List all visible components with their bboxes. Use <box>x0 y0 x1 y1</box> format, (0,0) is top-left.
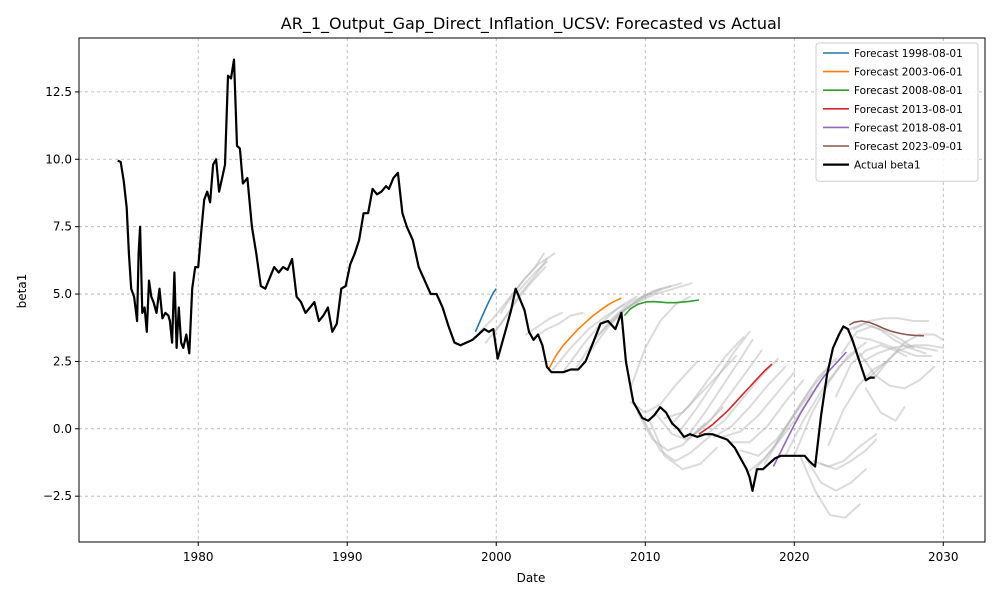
background-forecast-line <box>656 406 724 441</box>
legend-label: Forecast 2018-08-01 <box>854 122 963 134</box>
background-forecast-line <box>739 390 814 457</box>
background-forecast-line <box>763 357 837 465</box>
background-forecast-line <box>525 311 563 336</box>
x-tick-label: 1980 <box>183 550 214 564</box>
background-forecast-line <box>587 287 662 355</box>
legend-label: Forecast 2008-08-01 <box>854 85 963 97</box>
y-axis-label: beta1 <box>15 274 29 309</box>
background-forecast-line <box>712 365 787 438</box>
background-forecast-line <box>551 303 626 371</box>
background-forecast-line <box>648 419 718 471</box>
background-forecast-line <box>840 325 915 355</box>
background-forecast-line <box>835 344 907 398</box>
background-forecast-line <box>721 371 796 438</box>
y-tick-label: −2.5 <box>43 489 72 503</box>
forecast-series <box>474 288 924 467</box>
background-forecast-line <box>575 293 650 368</box>
background-forecast-line <box>848 322 927 355</box>
x-tick-label: 2030 <box>928 550 959 564</box>
forecast-line-1 <box>547 297 622 370</box>
background-forecast-line <box>852 317 930 331</box>
background-forecast-line <box>730 379 805 444</box>
background-forecast-line <box>858 352 936 390</box>
y-tick-label: 2.5 <box>53 354 72 368</box>
background-forecast-line <box>754 368 828 471</box>
y-tick-label: 12.5 <box>45 85 72 99</box>
background-forecast-line <box>629 360 699 414</box>
forecast-line-3 <box>698 363 773 435</box>
y-tick-label: 7.5 <box>53 220 72 234</box>
background-forecast-line <box>784 349 858 457</box>
forecast-line-4 <box>772 351 847 467</box>
background-forecast-line <box>636 411 706 452</box>
y-tick-label: 0.0 <box>53 422 72 436</box>
legend-label: Forecast 1998-08-01 <box>854 48 963 60</box>
background-forecast-line <box>799 454 861 519</box>
background-forecast-line <box>678 330 751 433</box>
forecast-line-0 <box>474 288 497 333</box>
background-forecast-line <box>827 360 890 446</box>
background-forecast-line <box>484 266 547 344</box>
legend-label: Forecast 2023-09-01 <box>854 141 963 153</box>
actual-series <box>117 58 875 492</box>
background-forecast-line <box>629 295 691 390</box>
x-axis-ticks: 1980 1990 2000 2010 2020 2030 <box>183 542 959 564</box>
background-forecast-line <box>855 336 933 357</box>
background-forecast-line <box>499 252 545 314</box>
background-forecast-line <box>820 438 878 471</box>
background-forecast-line <box>793 341 867 457</box>
background-forecast-line <box>861 344 939 363</box>
background-forecast-line <box>867 344 945 379</box>
y-tick-label: 10.0 <box>45 152 72 166</box>
y-axis-ticks: −2.5 0.0 2.5 5.0 7.5 10.0 12.5 <box>43 85 79 503</box>
forecast-line-2 <box>623 299 700 317</box>
background-forecast-line <box>598 285 672 336</box>
background-forecast-line <box>873 333 945 379</box>
legend-box <box>815 42 979 182</box>
chart-title: AR_1_Output_Gap_Direct_Inflation_UCSV: F… <box>281 14 781 34</box>
legend-label: Forecast 2013-08-01 <box>854 104 963 116</box>
legend: Forecast 1998-08-01 Forecast 2003-06-01 Fo… <box>815 42 979 182</box>
background-forecast-line <box>686 338 754 438</box>
background-forecast-line <box>693 349 763 436</box>
background-forecast-line <box>812 433 878 468</box>
background-forecast-line <box>864 387 906 422</box>
background-forecast-line <box>534 311 584 339</box>
background-forecast-line <box>642 419 714 463</box>
background-forecast-line <box>805 457 867 492</box>
plot-frame <box>78 37 986 543</box>
x-tick-label: 2010 <box>630 550 661 564</box>
background-forecast-line <box>492 258 548 336</box>
x-tick-label: 2020 <box>779 550 810 564</box>
legend-label: Forecast 2003-06-01 <box>854 67 963 79</box>
background-forecast-line <box>618 282 693 314</box>
actual-line <box>117 58 875 492</box>
background-forecast-line <box>671 336 745 425</box>
y-tick-label: 5.0 <box>53 287 72 301</box>
forecast-line-5 <box>848 320 924 337</box>
background-forecast-line <box>663 355 738 419</box>
legend-label: Actual beta1 <box>854 160 921 172</box>
x-tick-label: 1990 <box>332 550 363 564</box>
x-tick-label: 2000 <box>481 550 512 564</box>
background-forecast-line <box>705 357 779 436</box>
background-forecasts <box>478 252 945 519</box>
x-axis-label: Date <box>517 571 546 585</box>
